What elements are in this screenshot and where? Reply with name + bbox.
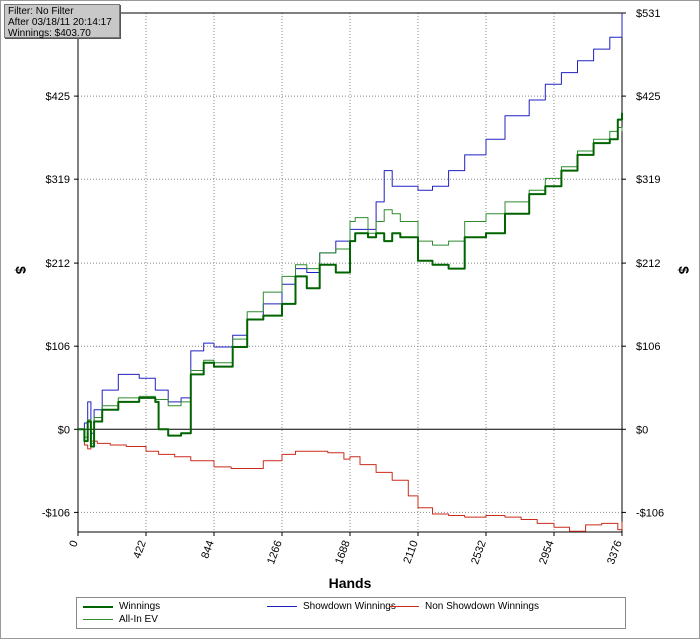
y-tick-label: $319 <box>636 174 660 186</box>
y-tick-label: $0 <box>636 424 648 436</box>
x-tick-label: 2954 <box>537 539 557 566</box>
legend-item-allin-ev: All-In EV <box>83 614 158 625</box>
y-axis-title-right: $ <box>676 266 692 274</box>
winnings-total-text: Winnings: $403.70 <box>8 28 91 39</box>
y-tick-label: $531 <box>636 8 660 20</box>
legend-item-showdown: Showdown Winnings <box>267 601 396 612</box>
y-tick-label: $319 <box>46 174 70 186</box>
legend-item-winnings: Winnings <box>83 601 160 612</box>
y-axis-left: -$106$0$106$212$319$425$531 <box>42 8 78 519</box>
legend-swatch-showdown <box>267 606 297 607</box>
y-tick-label: $0 <box>58 424 70 436</box>
y-tick-label: -$106 <box>42 507 70 519</box>
y-axis-title-left: $ <box>13 266 29 274</box>
legend-label-showdown: Showdown Winnings <box>303 601 396 612</box>
x-tick-label: 3376 <box>605 539 625 566</box>
legend-label-allin-ev: All-In EV <box>119 614 158 625</box>
legend-swatch-winnings <box>83 605 113 608</box>
x-tick-label: 1266 <box>265 539 285 566</box>
series-non-showdown-winnings <box>78 428 623 532</box>
legend-label-winnings: Winnings <box>119 601 161 612</box>
filter-text: Filter: No Filter <box>8 6 74 17</box>
y-tick-label: $212 <box>46 258 70 270</box>
x-tick-label: 0 <box>67 539 80 549</box>
y-tick-label: $106 <box>46 341 70 353</box>
legend-swatch-non-showdown <box>389 606 419 607</box>
x-tick-label: 2532 <box>469 539 489 566</box>
x-axis-title: Hands <box>329 575 372 591</box>
legend-swatch-allin-ev <box>83 619 113 620</box>
y-tick-label: $425 <box>46 91 70 103</box>
x-axis: 0 422 844 1266 1688 2110 2532 2954 3376 <box>67 532 625 566</box>
series-winnings <box>78 112 623 448</box>
y-axis-right: -$106 $0 $106 $212 $319 $425 $531 <box>622 8 664 519</box>
x-tick-label: 844 <box>199 539 217 560</box>
y-tick-label: $425 <box>636 91 660 103</box>
series-group <box>78 13 623 532</box>
x-tick-label: 1688 <box>333 539 353 566</box>
legend-item-non-showdown: Non Showdown Winnings <box>389 601 539 612</box>
y-tick-label: $212 <box>636 258 660 270</box>
legend: Winnings Showdown Winnings Non Showdown … <box>76 597 626 629</box>
y-tick-label: $106 <box>636 341 660 353</box>
legend-label-non-showdown: Non Showdown Winnings <box>425 601 539 612</box>
after-date-text: After 03/18/11 20:14:17 <box>8 17 112 28</box>
x-tick-label: 422 <box>131 539 149 560</box>
filter-info-box: Filter: No Filter After 03/18/11 20:14:1… <box>4 4 120 39</box>
y-tick-label: -$106 <box>636 507 664 519</box>
series-allin-ev <box>78 127 623 444</box>
x-tick-label: 2110 <box>401 539 420 565</box>
